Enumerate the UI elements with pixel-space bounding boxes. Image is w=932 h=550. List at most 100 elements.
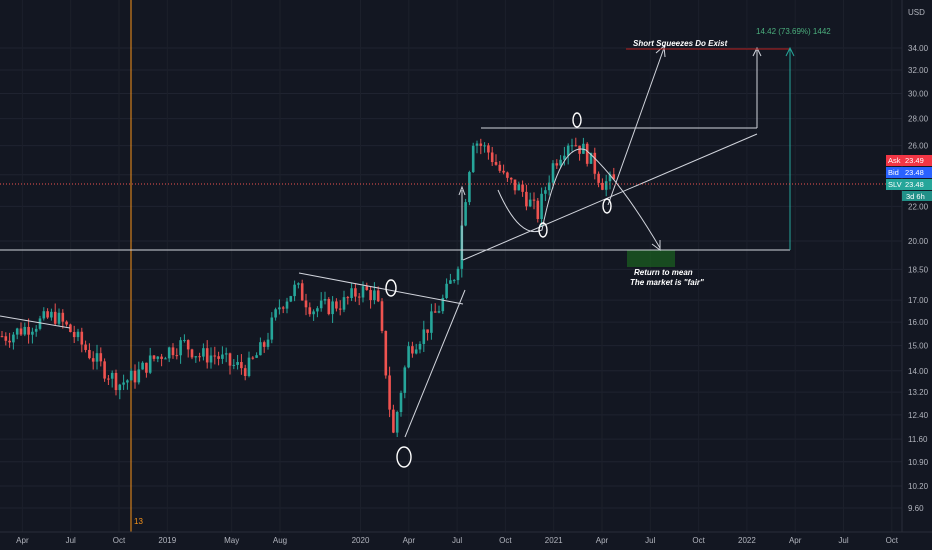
candle-body: [8, 340, 11, 343]
candle-body: [141, 362, 144, 370]
x-tick-label: Apr: [16, 536, 29, 545]
candle-body: [76, 331, 80, 338]
candle-body: [285, 301, 289, 309]
price-badge-value: 23.48: [905, 180, 924, 189]
breakout-arrowhead: [458, 185, 466, 196]
candle-body: [126, 380, 129, 383]
candle-body: [411, 346, 414, 354]
highlight-circle: [602, 198, 612, 214]
candle-body: [255, 355, 258, 358]
candle-body: [399, 392, 403, 413]
candle-body: [19, 328, 23, 335]
covid-recovery-line: [404, 289, 466, 438]
candle-body: [300, 283, 304, 301]
y-tick-label: 34.00: [908, 44, 929, 53]
candle-body: [145, 362, 148, 373]
candle-body: [525, 191, 528, 207]
candle-body: [437, 311, 441, 313]
candle-body: [122, 382, 125, 385]
candle-body: [270, 317, 274, 340]
x-tick-label: Apr: [789, 536, 802, 545]
candle-body: [61, 312, 65, 322]
candle-body: [597, 173, 600, 183]
candle-body: [471, 145, 475, 173]
candle-body: [445, 283, 448, 298]
candle-body: [186, 340, 190, 350]
x-tick-label: Jul: [66, 536, 76, 545]
candle-body: [361, 286, 365, 298]
candle-body: [331, 301, 334, 315]
candle-body: [167, 347, 171, 359]
candle-body: [589, 152, 593, 164]
candle-body: [547, 182, 551, 191]
candle-body: [407, 346, 410, 368]
price-badge-value: 23.49: [905, 156, 924, 165]
price-badge-value: 23.48: [905, 168, 924, 177]
candle-body: [213, 355, 217, 357]
y-tick-label: 17.00: [908, 296, 929, 305]
candle-body: [289, 296, 293, 302]
x-tick-label: Oct: [113, 536, 126, 545]
candle-body: [384, 330, 388, 376]
y-tick-label: 14.00: [908, 367, 929, 376]
candle-body: [551, 163, 555, 183]
candle-body: [251, 357, 255, 359]
candle-body: [103, 361, 106, 379]
candle-body: [266, 339, 270, 347]
candle-body: [202, 348, 205, 357]
candle-body: [327, 299, 331, 315]
time-axis[interactable]: Apr Jul Oct 2019 May Aug 2020 Apr Jul Oct 2021 Apr J…: [0, 531, 932, 545]
candle-body: [129, 370, 133, 381]
candle-body: [532, 199, 536, 201]
candle-body: [160, 356, 163, 359]
candle-body: [247, 357, 251, 376]
candle-body: [236, 362, 239, 365]
candle-body: [46, 311, 49, 318]
x-tick-label: 2021: [545, 536, 563, 545]
x-tick-label: May: [224, 536, 239, 545]
candle-body: [354, 288, 357, 297]
y-tick-label: 20.00: [908, 237, 929, 246]
price-badge-label: Bid: [888, 168, 899, 177]
candle-body: [95, 353, 99, 362]
candle-body: [578, 145, 581, 154]
price-badge-value-bg: [902, 155, 932, 166]
price-badge-value-bg: [902, 179, 932, 190]
candle-body: [278, 307, 281, 310]
candle-body: [338, 308, 342, 310]
y-tick-label: 9.60: [908, 504, 924, 513]
candle-body: [498, 164, 502, 171]
candle-body: [0, 336, 4, 338]
candle-body: [221, 354, 224, 359]
candle-body: [430, 311, 433, 333]
candle-body: [297, 283, 300, 285]
y-tick-label: 30.00: [908, 90, 929, 99]
candle-body: [281, 307, 285, 309]
measure-arrowhead: [785, 46, 795, 57]
candle-body: [570, 145, 574, 147]
candle-body: [259, 342, 262, 356]
candle-body: [65, 321, 68, 325]
candle-body: [88, 349, 91, 359]
candle-body: [133, 370, 137, 383]
x-tick-label: Oct: [886, 536, 899, 545]
price-axis[interactable]: 34.0032.0030.0028.0026.0024.0022.0020.00…: [901, 0, 932, 550]
candle-body: [99, 353, 103, 362]
candle-body: [198, 356, 201, 358]
candle-body: [72, 331, 76, 338]
candle-body: [475, 143, 479, 146]
price-badge-label: SLV: [888, 180, 902, 189]
y-tick-label: 16.00: [908, 318, 929, 327]
candle-body: [84, 344, 87, 350]
candle-body: [612, 174, 616, 180]
candle-body: [335, 301, 338, 309]
candle-body: [563, 155, 566, 160]
candle-body: [452, 280, 456, 282]
candle-body: [388, 375, 391, 410]
price-axis-bg: [902, 0, 932, 550]
candle-body: [114, 372, 118, 391]
candle-body: [380, 301, 384, 331]
candle-body: [183, 340, 186, 342]
